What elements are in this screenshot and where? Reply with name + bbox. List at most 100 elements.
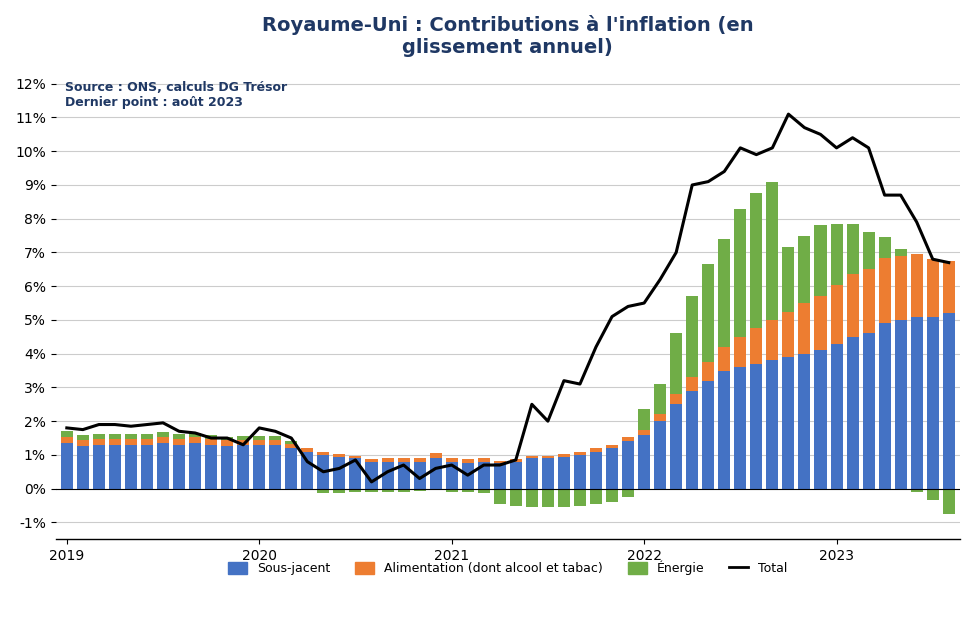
Bar [493, 460, 506, 464]
Bar [911, 317, 922, 489]
Bar [926, 317, 939, 489]
Bar [60, 431, 73, 437]
Bar [430, 458, 442, 489]
Bar [526, 455, 538, 458]
Total [61, 424, 73, 432]
Bar [333, 454, 345, 457]
Bar [814, 225, 827, 297]
Bar [878, 237, 890, 258]
Bar [943, 489, 955, 514]
Bar [125, 439, 136, 444]
Bar [574, 489, 586, 505]
Bar [301, 451, 313, 489]
Legend: Sous-jacent, Alimentation (dont alcool et tabac), Énergie, Total: Sous-jacent, Alimentation (dont alcool e… [223, 556, 793, 580]
Total [366, 478, 377, 486]
Bar [510, 459, 522, 462]
Bar [493, 489, 506, 504]
Bar [189, 443, 201, 489]
Bar [751, 328, 762, 364]
Bar [863, 269, 875, 333]
Bar [478, 458, 489, 462]
Bar [911, 254, 922, 317]
Bar [702, 362, 715, 380]
Bar [109, 434, 121, 439]
Bar [398, 489, 409, 492]
Bar [77, 436, 89, 441]
Bar [558, 454, 570, 457]
Bar [558, 489, 570, 507]
Bar [911, 489, 922, 492]
Bar [590, 489, 602, 504]
Bar [510, 462, 522, 489]
Bar [269, 436, 282, 439]
Bar [478, 462, 489, 489]
Bar [926, 489, 939, 500]
Bar [622, 441, 634, 489]
Bar [462, 464, 474, 489]
Bar [157, 443, 169, 489]
Bar [60, 437, 73, 443]
Bar [831, 284, 842, 344]
Bar [654, 421, 666, 489]
Bar [926, 259, 939, 317]
Bar [766, 182, 778, 320]
Bar [254, 436, 265, 439]
Bar [686, 391, 698, 489]
Bar [446, 489, 457, 492]
Bar [670, 404, 682, 489]
Bar [286, 444, 297, 448]
Bar [269, 439, 282, 444]
Bar [109, 444, 121, 489]
Bar [895, 320, 907, 489]
Bar [846, 274, 859, 337]
Bar [590, 448, 602, 451]
Bar [670, 333, 682, 394]
Bar [430, 489, 442, 490]
Bar [606, 489, 618, 502]
Bar [430, 453, 442, 458]
Text: Source : ONS, calculs DG Trésor
Dernier point : août 2023: Source : ONS, calculs DG Trésor Dernier … [64, 81, 287, 109]
Bar [462, 489, 474, 492]
Bar [349, 455, 362, 458]
Bar [333, 457, 345, 489]
Bar [622, 438, 634, 441]
Bar [366, 489, 377, 492]
Bar [157, 432, 169, 437]
Bar [413, 489, 426, 491]
Bar [157, 437, 169, 443]
Bar [413, 458, 426, 462]
Bar [542, 489, 554, 507]
Bar [878, 323, 890, 489]
Bar [734, 337, 746, 367]
Bar [943, 313, 955, 489]
Bar [189, 433, 201, 437]
Bar [846, 337, 859, 489]
Bar [943, 261, 955, 313]
Bar [205, 436, 217, 439]
Bar [734, 209, 746, 337]
Line: Total: Total [67, 114, 949, 482]
Bar [686, 297, 698, 377]
Bar [189, 437, 201, 443]
Bar [254, 444, 265, 489]
Bar [398, 462, 409, 489]
Bar [670, 394, 682, 404]
Bar [799, 354, 810, 489]
Bar [366, 459, 377, 462]
Bar [734, 367, 746, 489]
Bar [381, 458, 394, 462]
Bar [446, 462, 457, 489]
Bar [526, 458, 538, 489]
Bar [542, 458, 554, 489]
Bar [751, 364, 762, 489]
Bar [574, 455, 586, 489]
Total [622, 303, 634, 311]
Bar [381, 489, 394, 492]
Bar [782, 248, 795, 312]
Bar [766, 320, 778, 361]
Bar [782, 312, 795, 357]
Bar [895, 256, 907, 320]
Bar [173, 434, 185, 439]
Bar [542, 455, 554, 458]
Bar [93, 439, 105, 444]
